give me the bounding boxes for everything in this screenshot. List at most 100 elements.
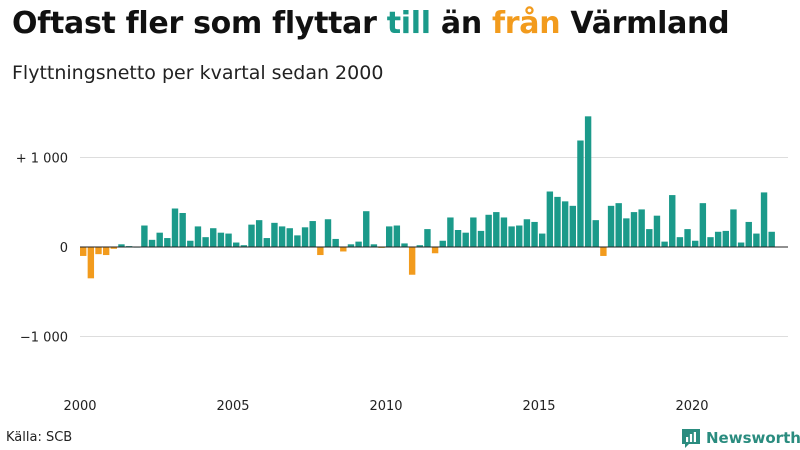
bar [194,226,202,247]
bar [737,242,745,247]
x-tick-label: 2020 [675,399,708,414]
bar [416,245,423,247]
bar [730,209,737,247]
bar [294,235,301,247]
bar [722,230,729,247]
bar [408,247,416,275]
bar [531,221,538,247]
bar [393,225,401,247]
bar [623,218,630,247]
bar [500,217,508,248]
bar [309,221,316,247]
bar-chart: + 1 000 0 −1 000 2000 2005 2010 2015 2020 [16,116,788,414]
bar [768,231,775,247]
bar [692,240,699,247]
bar [141,225,148,247]
bar [615,203,622,247]
x-tick-label: 2010 [369,399,402,414]
bar [286,228,293,247]
x-tick-labels: 2000 2005 2010 2015 2020 [63,399,708,414]
gridlines [80,157,788,337]
bar [454,230,462,247]
bar [630,212,638,247]
bar [561,201,569,247]
bar [447,217,454,248]
bar [340,247,347,252]
bar [676,237,684,247]
bar [263,238,270,247]
bar [210,228,217,247]
bar [707,237,714,247]
bar [684,229,691,247]
brand-logo[interactable]: Newsworthy [680,427,800,449]
title-part-1: Oftast fler som flyttar [12,6,387,41]
bar [462,232,469,247]
y-tick-label: −1 000 [20,331,68,346]
bar [401,243,408,247]
bar [102,247,110,256]
chart-title: Oftast fler som flyttar till än från Vär… [12,6,730,41]
bar [233,242,240,247]
title-highlight-fran: från [492,6,561,41]
newsworthy-bar-chart-logo-icon [682,429,700,448]
bar [386,226,393,247]
bar [431,247,439,254]
bar [592,220,599,247]
title-part-3: Värmland [560,6,730,41]
x-tick-label: 2005 [216,399,249,414]
bar [347,244,355,247]
source-note: Källa: SCB [6,430,73,445]
bar [301,227,309,247]
bar [355,241,362,247]
bar [110,247,117,249]
bar [370,244,378,247]
bar [439,240,446,247]
bar [179,212,186,247]
bar [248,224,255,248]
bar [148,239,156,247]
bar [523,219,531,247]
brand-name: Newsworthy [706,429,800,447]
bar [95,247,102,255]
bar [516,225,523,247]
bar [278,226,286,247]
bar [164,238,171,247]
bar [554,196,561,247]
bar [577,140,584,247]
bar [202,237,209,247]
y-tick-labels: + 1 000 0 −1 000 [16,152,68,346]
bar [661,241,668,247]
title-highlight-till: till [386,6,431,41]
bar [240,245,248,247]
bar [669,195,676,247]
bar [638,209,645,247]
bar [584,116,592,247]
y-tick-label: 0 [60,241,68,256]
bar [217,232,225,247]
chart-subtitle: Flyttningsnetto per kvartal sedan 2000 [12,62,384,84]
bar [508,226,515,247]
bar [699,203,707,247]
bar [646,229,653,247]
bar [80,247,87,256]
bar [225,233,232,247]
bars [80,116,775,279]
bar [569,205,576,247]
y-tick-label: + 1 000 [16,152,68,167]
title-part-2: än [430,6,493,41]
bar [753,233,760,247]
bar [271,222,278,247]
bar [363,211,370,247]
bar [539,233,546,247]
bar [424,229,431,247]
bar [317,247,324,256]
bar [714,231,722,247]
bar [87,247,95,279]
bar [653,215,661,247]
bar [485,214,492,247]
bar [760,192,768,247]
bar [171,208,179,247]
bar [156,232,163,247]
bar [607,205,615,247]
bar [187,240,194,247]
